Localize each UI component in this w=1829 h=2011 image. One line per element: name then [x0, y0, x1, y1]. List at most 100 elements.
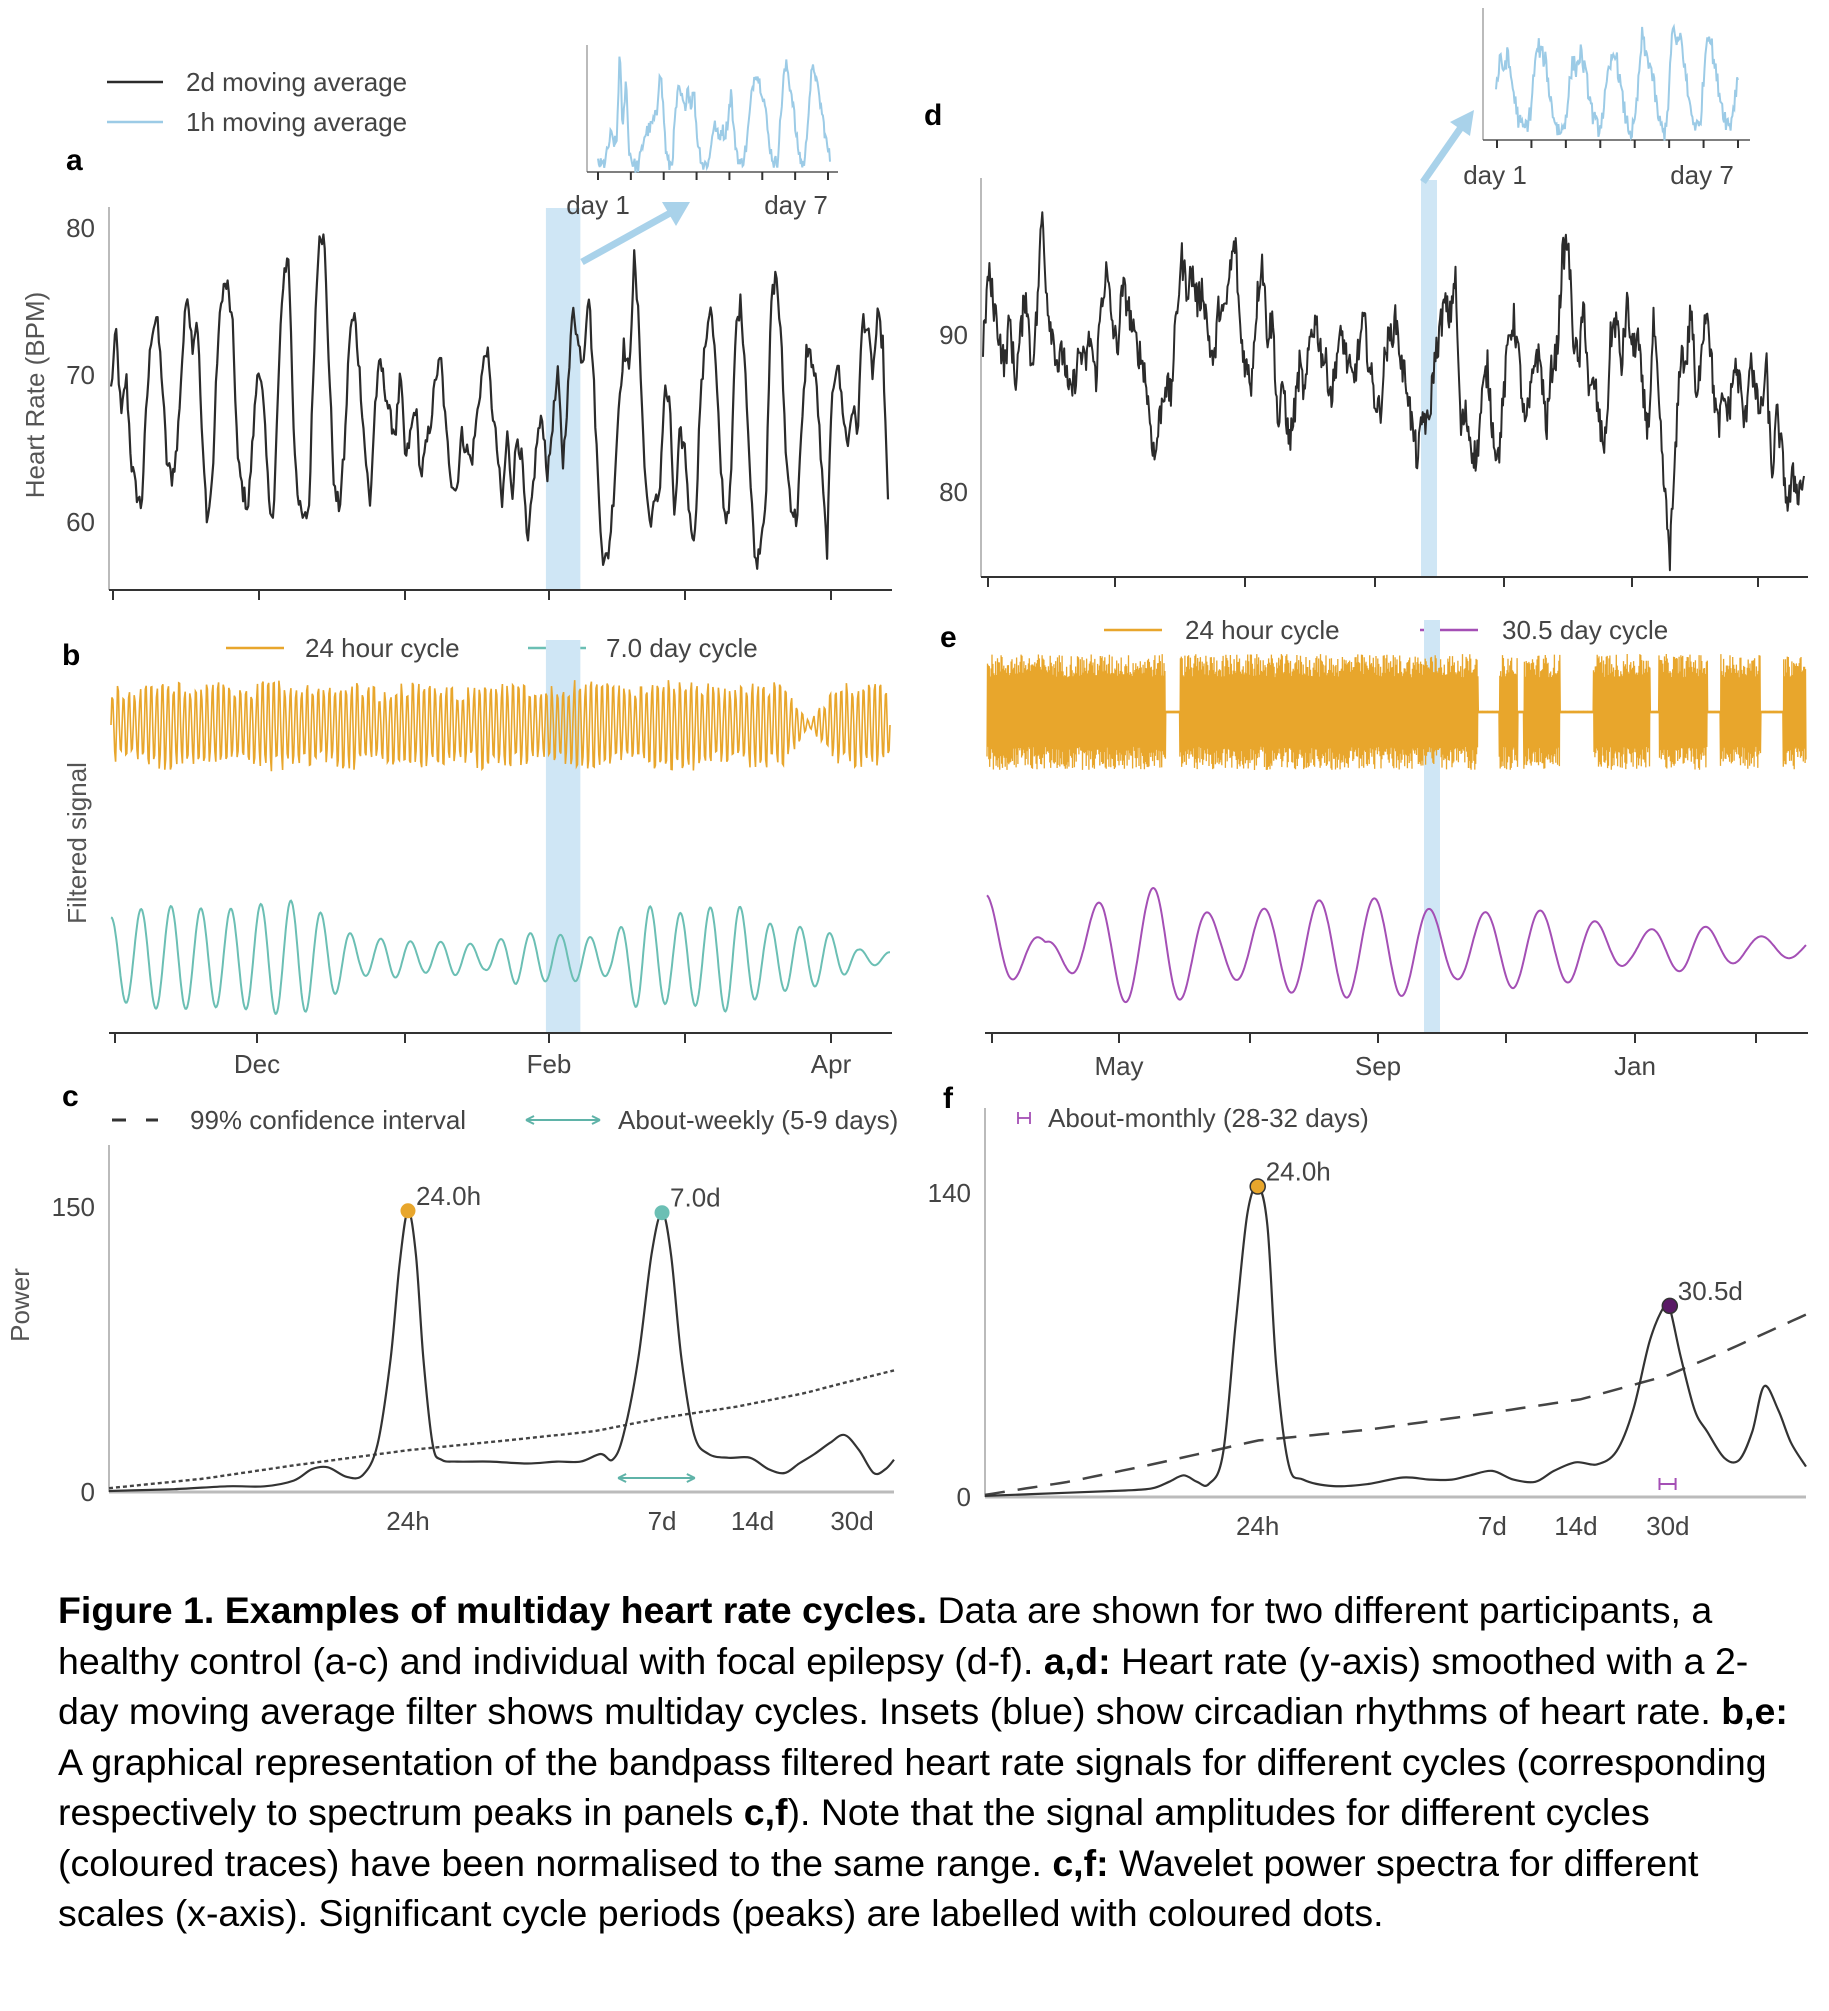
x-tick-label: 14d: [1554, 1511, 1597, 1541]
inset-series-line-1h-moving-average: [597, 56, 831, 173]
panel-a-heart-rate-control: a 2d moving average 1h moving average He…: [20, 45, 892, 600]
caption-body: Data are shown for two different partici…: [58, 1589, 1788, 1934]
plot-f: 0 140 24h 7d 14d 30d 24.0h 30.5d: [928, 1108, 1807, 1541]
plot-e: May Sep Jan: [985, 620, 1808, 1081]
x-tick-label: Sep: [1355, 1051, 1401, 1081]
x-tick-label: 24h: [386, 1506, 429, 1536]
legend-label-30d: 30.5 day cycle: [1502, 615, 1668, 645]
legend-label-monthly: About-monthly (28-32 days): [1048, 1103, 1369, 1133]
about-monthly-band-caps: [1658, 1478, 1677, 1490]
caption-segment: Data are shown for two different partici…: [58, 1589, 1713, 1682]
power-spectrum-line: [108, 1209, 895, 1493]
series-line-24-hour-cycle: [110, 680, 891, 772]
y-axis-title-filtered-signal: Filtered signal: [62, 762, 92, 924]
peak-label: 24.0h: [1266, 1156, 1331, 1186]
highlight-band: [545, 208, 581, 590]
plot-b: Dec Feb Apr: [109, 640, 892, 1079]
inset-a: day 1 day 7: [566, 45, 838, 266]
power-spectrum-line: [984, 1185, 1807, 1497]
legend-label-ci: 99% confidence interval: [190, 1105, 466, 1135]
panel-letter-c: c: [62, 1080, 79, 1113]
x-tick-label: 14d: [731, 1506, 774, 1536]
series-line-7-day-cycle: [110, 899, 890, 1015]
inset-tick-label-day-7: day 7: [1670, 160, 1734, 190]
confidence-interval-line: [108, 1369, 895, 1490]
plot-d: 80 90: [939, 178, 1808, 587]
y-tick-label: 0: [81, 1477, 95, 1507]
figure-caption: Figure 1. Examples of multiday heart rat…: [58, 1585, 1798, 1939]
about-weekly-band-arrowheads: [617, 1473, 696, 1483]
confidence-interval-line: [984, 1313, 1807, 1497]
inset-arrow-head: [662, 202, 690, 226]
inset-d: day 1 day 7: [1420, 8, 1750, 190]
panel-c-power-spectrum-control: c 99% confidence interval About-weekly (…: [5, 1080, 898, 1536]
y-tick-label: 140: [928, 1178, 971, 1208]
x-tick-label: 30d: [1646, 1511, 1689, 1541]
legend-label-24h: 24 hour cycle: [305, 633, 460, 663]
y-tick-label: 0: [957, 1482, 971, 1512]
x-tick-label: Feb: [527, 1049, 572, 1079]
panel-d-heart-rate-epilepsy: d 80 90 day 1 day 7: [924, 8, 1808, 587]
y-tick-label: 150: [52, 1192, 95, 1222]
peak-dot: [400, 1203, 416, 1219]
series-line-2d-moving-average: [982, 211, 1805, 572]
peak-label: 30.5d: [1678, 1276, 1743, 1306]
caption-segment: b,e:: [1721, 1690, 1788, 1732]
panel-letter-d: d: [924, 99, 942, 132]
peak-dot: [1661, 1297, 1679, 1315]
highlight-band: [1421, 180, 1437, 577]
y-axis-title-power: Power: [5, 1268, 35, 1342]
inset-tick-label-day-7: day 7: [764, 190, 828, 220]
legend-label-1h: 1h moving average: [186, 107, 407, 137]
inset-tick-label-day-1: day 1: [1463, 160, 1527, 190]
legend-swatch-weekly-arrow: [525, 1115, 601, 1125]
peak-dot: [1249, 1178, 1266, 1195]
legend-swatch-monthly-bar: [1017, 1112, 1031, 1124]
x-tick-label: Dec: [234, 1049, 280, 1079]
panel-letter-b: b: [62, 639, 80, 672]
peak-dot: [654, 1205, 670, 1221]
inset-series-line-1h-moving-average: [1495, 23, 1739, 142]
y-tick-label: 60: [66, 507, 95, 537]
legend-label-24h-e: 24 hour cycle: [1185, 615, 1340, 645]
inset-tick-label-day-1: day 1: [566, 190, 630, 220]
plot-a: 60 70 80: [66, 207, 892, 600]
inset-arrow-head: [1450, 110, 1474, 136]
inset-arrow-shaft: [1420, 123, 1465, 185]
caption-segment: ). Note that the signal amplitudes for d…: [58, 1791, 1650, 1884]
series-line-24-hour-cycle: [986, 653, 1807, 771]
x-tick-label: 7d: [648, 1506, 677, 1536]
panel-letter-e: e: [940, 621, 957, 654]
x-tick-label: 7d: [1478, 1511, 1507, 1541]
caption-segment: A graphical representation of the bandpa…: [58, 1740, 1767, 1834]
peak-label: 7.0d: [670, 1183, 721, 1213]
y-tick-label: 80: [66, 213, 95, 243]
y-axis-title-heart-rate: Heart Rate (BPM): [20, 292, 50, 499]
y-tick-label: 80: [939, 477, 968, 507]
x-tick-label: Jan: [1614, 1051, 1656, 1081]
inset-arrow-shaft: [580, 208, 674, 266]
legend-label-2d: 2d moving average: [186, 67, 407, 97]
series-line-30-5-day-cycle: [986, 886, 1807, 1004]
x-tick-label: May: [1094, 1051, 1143, 1081]
panel-e-filtered-epilepsy: e 24 hour cycle 30.5 day cycle May Sep Jan: [940, 615, 1808, 1081]
legend-label-7d: 7.0 day cycle: [606, 633, 758, 663]
y-tick-label: 90: [939, 320, 968, 350]
legend-label-weekly: About-weekly (5-9 days): [618, 1105, 898, 1135]
x-tick-label: 30d: [830, 1506, 873, 1536]
caption-segment: Heart rate (y-axis) smoothed with a 2-da…: [58, 1639, 1749, 1733]
x-tick-label: 24h: [1236, 1511, 1279, 1541]
panel-letter-f: f: [943, 1082, 954, 1115]
x-tick-label: Apr: [811, 1049, 852, 1079]
panel-b-filtered-control: b 24 hour cycle 7.0 day cycle Filtered s…: [62, 633, 892, 1079]
figure-1: a 2d moving average 1h moving average He…: [5, 8, 1808, 1541]
caption-segment: c,f:: [1052, 1841, 1109, 1884]
series-line-2d-moving-average: [109, 233, 890, 570]
plot-c: 0 150 24h 7d 14d 30d 24.0h 7.0d: [52, 1145, 895, 1536]
panel-f-power-spectrum-epilepsy: f About-monthly (28-32 days) 0 140 24h 7d 14…: [928, 1082, 1807, 1541]
caption-title: Figure 1. Examples of multiday heart rat…: [58, 1589, 928, 1631]
y-tick-label: 70: [66, 360, 95, 390]
caption-segment: a,d:: [1043, 1639, 1111, 1682]
panel-letter-a: a: [66, 144, 83, 177]
caption-segment: Wavelet power spectra for different scal…: [58, 1841, 1699, 1935]
